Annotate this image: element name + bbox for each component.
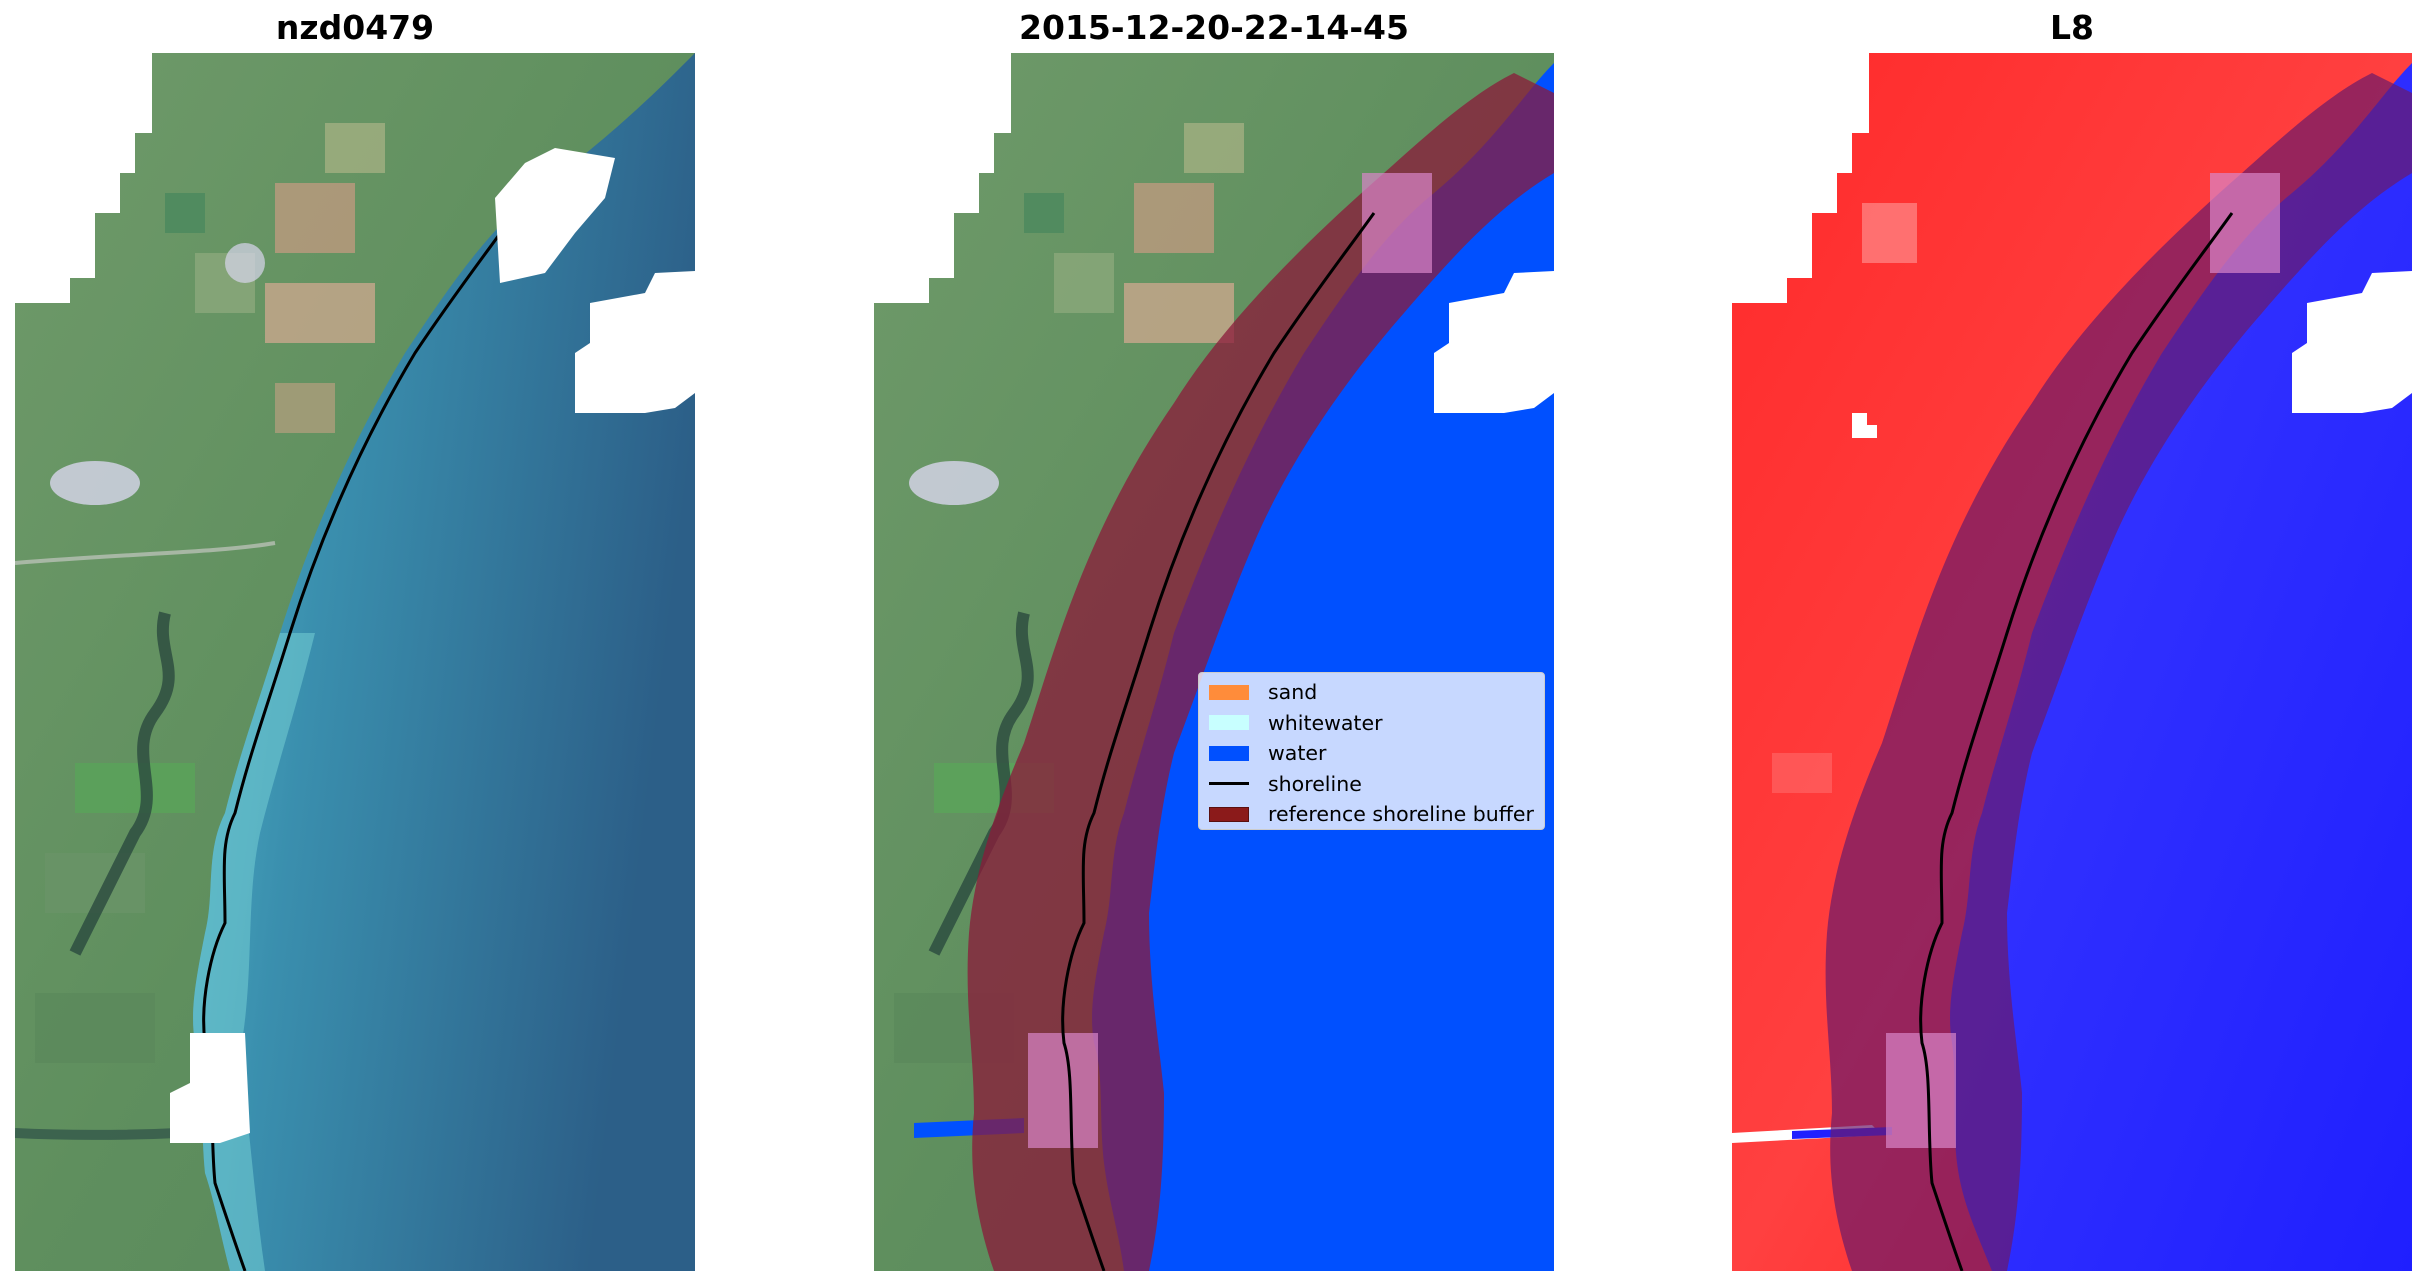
reference-shoreline-buffer [967, 73, 1554, 1271]
legend-item-whitewater: whitewater [1209, 708, 1544, 739]
legend-swatch-water [1209, 745, 1249, 761]
legend-item-shoreline: shoreline [1209, 769, 1544, 800]
nodata-mask [495, 148, 615, 283]
legend-swatch-buffer [1209, 806, 1249, 822]
panel-title-rgb: nzd0479 [275, 8, 435, 47]
panel-title-l8: L8 [2050, 8, 2094, 47]
legend-label-water: water [1268, 741, 1327, 766]
legend-item-buffer: reference shoreline buffer [1209, 799, 1544, 830]
legend-label-whitewater: whitewater [1268, 710, 1383, 735]
legend-item-water: water [1209, 738, 1544, 769]
sea-area [193, 53, 695, 1271]
legend-item-sand: sand [1209, 677, 1544, 708]
classified-image-panel [874, 53, 1554, 1271]
panel-title-classified: 2015-12-20-22-14-45 [1019, 8, 1409, 47]
legend: sand whitewater water shoreline referenc… [1198, 672, 1545, 830]
rgb-image-panel [15, 53, 695, 1271]
legend-label-sand: sand [1268, 680, 1318, 705]
legend-swatch-whitewater [1209, 715, 1249, 731]
legend-label-shoreline: shoreline [1268, 771, 1362, 796]
legend-line-shoreline [1209, 782, 1249, 786]
l8-image-panel [1732, 53, 2412, 1271]
legend-swatch-sand [1209, 684, 1249, 700]
legend-label-buffer: reference shoreline buffer [1268, 802, 1534, 827]
